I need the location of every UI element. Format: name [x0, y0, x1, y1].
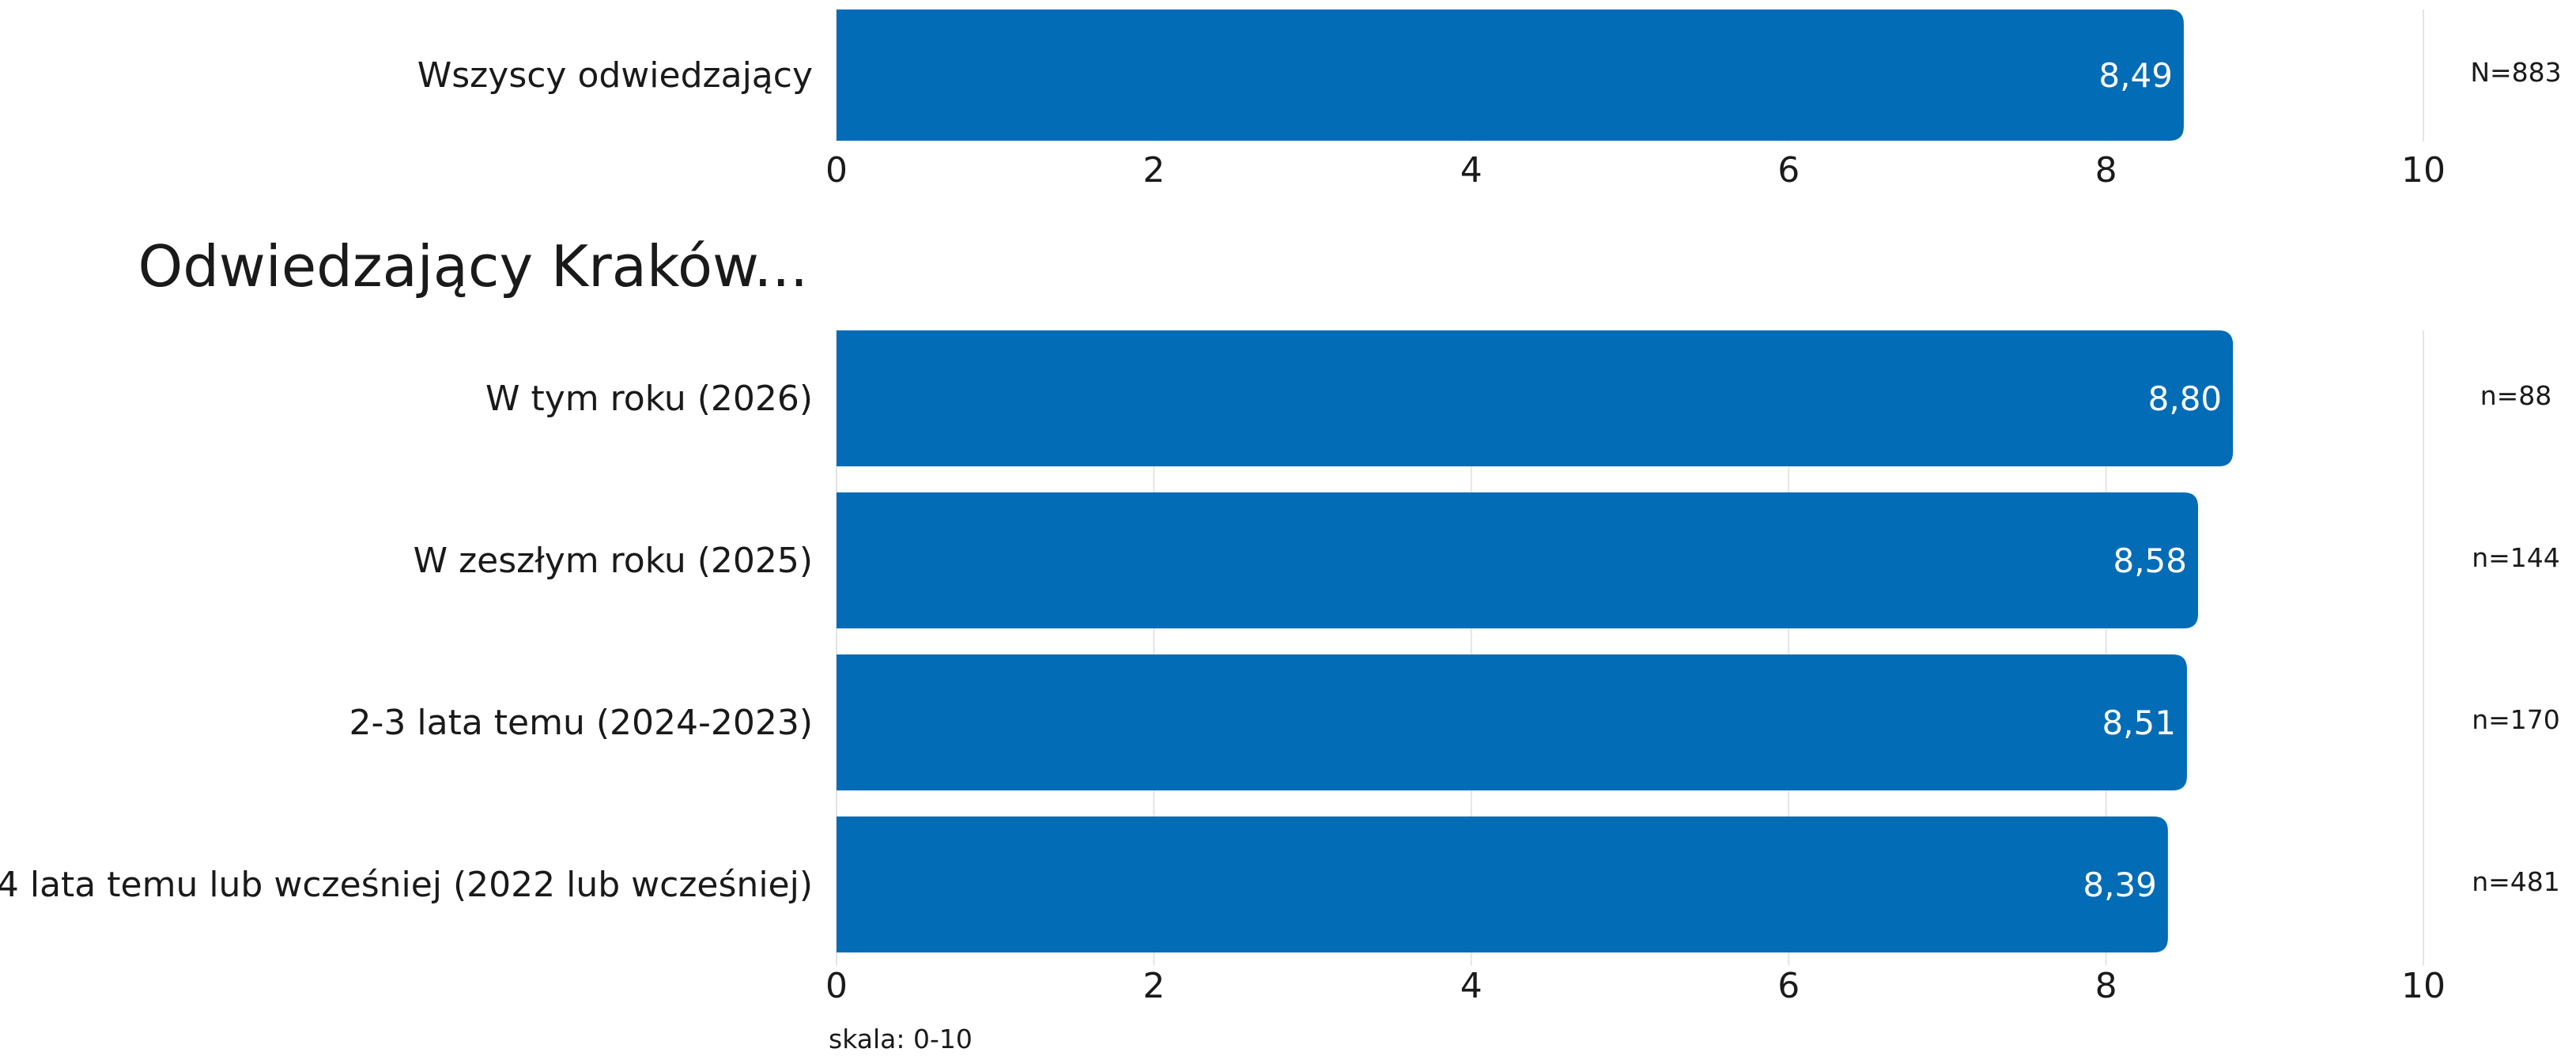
bar — [837, 654, 2187, 790]
x-tick-label: 6 — [1777, 150, 1800, 190]
x-tick-label: 2 — [1143, 150, 1165, 190]
scale-note: skala: 0-10 — [829, 1024, 973, 1053]
chart-by-visit-time: W tym roku (2026) 8,80 n=88 W zeszłym roku … — [0, 330, 2560, 1006]
sample-size-label: n=170 — [2472, 704, 2560, 735]
x-tick-label: 8 — [2095, 150, 2117, 190]
bar — [837, 330, 2234, 466]
category-label: 2-3 lata temu (2024-2023) — [349, 703, 813, 743]
x-tick-label: 10 — [2401, 966, 2446, 1006]
category-label: W zeszłym roku (2025) — [414, 541, 813, 581]
category-label: Wszyscy odwiedzający — [417, 55, 813, 96]
x-tick-label: 4 — [1460, 150, 1483, 190]
sample-size-label: N=883 — [2470, 57, 2561, 88]
x-tick-label: 10 — [2401, 150, 2446, 190]
value-label: 8,39 — [2083, 866, 2157, 904]
bar — [837, 9, 2184, 141]
sample-size-label: n=144 — [2472, 542, 2560, 573]
sample-size-label: n=88 — [2480, 380, 2552, 411]
x-tick-label: 0 — [825, 150, 848, 190]
category-label: 4 lata temu lub wcześniej (2022 lub wcze… — [0, 865, 813, 905]
x-tick-label: 2 — [1143, 966, 1165, 1006]
section-title: Odwiedzający Kraków... — [138, 233, 808, 300]
bar — [837, 492, 2199, 628]
x-tick-label: 6 — [1777, 966, 1800, 1006]
value-label: 8,80 — [2148, 379, 2223, 418]
x-tick-label: 0 — [825, 966, 848, 1006]
value-label: 8,49 — [2098, 56, 2173, 95]
value-label: 8,58 — [2113, 541, 2187, 580]
category-label: W tym roku (2026) — [485, 379, 813, 419]
chart-overall: Wszyscy odwiedzający 8,49 N=883 0 2 4 6 8 10 — [417, 9, 2562, 190]
value-label: 8,51 — [2102, 703, 2176, 742]
bar — [837, 817, 2168, 952]
x-tick-label: 4 — [1460, 966, 1483, 1006]
sample-size-label: n=481 — [2472, 866, 2560, 897]
x-tick-label: 8 — [2095, 966, 2117, 1006]
